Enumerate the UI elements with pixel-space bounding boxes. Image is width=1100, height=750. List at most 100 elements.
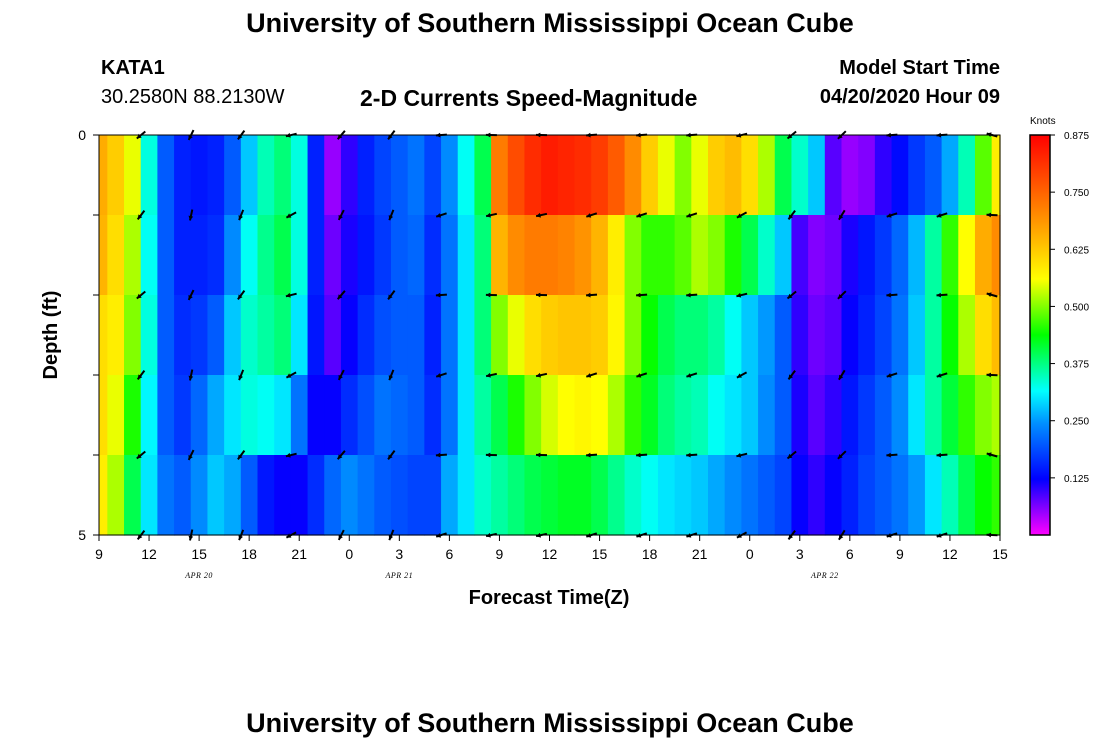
heatmap-cell	[340, 375, 359, 456]
current-arrow	[585, 372, 598, 378]
heatmap-cell	[541, 135, 559, 216]
heatmap-cell	[307, 455, 325, 536]
heatmap-cell	[758, 135, 776, 216]
heatmap-cell	[708, 215, 726, 296]
heatmap-cell	[307, 375, 325, 456]
current-arrow	[837, 450, 847, 460]
heatmap-cell	[274, 375, 292, 456]
heatmap-cell	[841, 215, 859, 296]
heatmap-cell	[574, 215, 592, 296]
heatmap-cell	[874, 375, 893, 456]
current-arrow	[285, 371, 297, 379]
heatmap-cell	[924, 455, 943, 536]
heatmap-cell	[808, 295, 826, 376]
date-label: APR 21	[384, 571, 413, 580]
heatmap-cell	[390, 215, 409, 296]
heatmap-cell	[641, 455, 659, 536]
heatmap-cell	[340, 455, 359, 536]
heatmap-cell	[541, 455, 559, 536]
x-tick-label: 6	[445, 546, 453, 562]
heatmap-cell	[124, 375, 142, 456]
current-arrow	[787, 210, 796, 220]
heatmap-cell	[124, 135, 142, 216]
heatmap-cell	[941, 135, 959, 216]
heatmap-cell	[491, 295, 509, 376]
x-tick-label: 18	[241, 546, 257, 562]
heatmap-cell	[591, 375, 609, 456]
heatmap-cell	[974, 215, 993, 296]
heatmap-cell	[107, 375, 125, 456]
heatmap-cell	[340, 295, 359, 376]
heatmap-cell	[157, 295, 175, 376]
current-arrow	[285, 292, 297, 298]
heatmap-cell	[240, 135, 259, 216]
heatmap-cell	[174, 375, 192, 456]
heatmap-cell	[824, 375, 843, 456]
x-axis: 9 12 15 18 21 0 3 6 9 12 15 18 21 0 3 6 9 12 15 APR 20 APR 2…	[95, 535, 1008, 580]
current-arrow	[136, 450, 146, 460]
heatmap-cell	[157, 215, 175, 296]
current-arrow	[237, 290, 246, 300]
heatmap-cell	[474, 455, 492, 536]
heatmap-cell	[491, 135, 509, 216]
heatmap-cell	[374, 215, 392, 296]
heatmap-cell	[257, 455, 275, 536]
chart-title: 2-D Currents Speed-Magnitude	[360, 85, 698, 111]
heatmap-cell	[741, 295, 759, 376]
current-arrow	[986, 372, 998, 378]
heatmap-cell	[991, 295, 1001, 376]
x-tick-label: 9	[496, 546, 504, 562]
heatmap-cell	[991, 375, 1001, 456]
heatmap-cell	[607, 215, 626, 296]
heatmap-cell	[457, 295, 476, 376]
current-arrow	[285, 211, 297, 219]
heatmap-cell	[240, 375, 259, 456]
current-arrow	[388, 209, 395, 221]
current-arrow	[686, 212, 698, 218]
heatmap-cell	[224, 295, 242, 376]
heatmap-cell	[357, 295, 375, 376]
heatmap-cell	[374, 455, 392, 536]
heatmap-cell	[174, 455, 192, 536]
current-arrow	[136, 369, 146, 381]
current-arrow	[485, 292, 497, 298]
heatmap-cell	[207, 455, 225, 536]
heatmap-cell	[140, 135, 158, 216]
heatmap-cell	[240, 455, 259, 536]
heatmap-cell	[174, 295, 192, 376]
colorbar-label: Knots	[1030, 116, 1056, 127]
x-tick-label: 0	[345, 546, 353, 562]
heatmap-cell	[240, 295, 259, 376]
heatmap-cell	[691, 295, 709, 376]
heatmap-cell	[941, 295, 959, 376]
heatmap-cell	[390, 135, 409, 216]
colorbar-tick-label: 0.125	[1064, 474, 1089, 485]
heatmap-cell	[708, 375, 726, 456]
current-arrow	[586, 292, 598, 298]
heatmap-cell	[324, 135, 342, 216]
heatmap-cell	[441, 215, 459, 296]
heatmap-cell	[324, 375, 342, 456]
heatmap-cell	[674, 135, 692, 216]
heatmap-cell	[307, 295, 325, 376]
current-arrow	[787, 370, 796, 380]
current-arrow	[188, 209, 194, 221]
current-arrow	[435, 212, 447, 218]
current-arrow	[336, 450, 346, 460]
heatmap-cell	[124, 215, 142, 296]
current-arrow	[387, 290, 396, 300]
heatmap-cell	[274, 295, 292, 376]
heatmap-cell	[824, 295, 843, 376]
x-tick-label: 12	[542, 546, 558, 562]
heatmap-cell	[691, 135, 709, 216]
heatmap-cell	[374, 375, 392, 456]
heatmap-cell	[774, 295, 793, 376]
x-tick-label: 15	[992, 546, 1008, 562]
colorbar: Knots 0.875 0.750 0.625 0.500 0.375 0.250 0.12…	[1029, 116, 1089, 536]
current-arrow	[136, 209, 146, 221]
current-arrow	[986, 452, 998, 458]
heatmap-cell	[858, 215, 876, 296]
current-arrow	[636, 452, 648, 458]
heatmap-cell	[390, 455, 409, 536]
heatmap-cell	[257, 375, 275, 456]
